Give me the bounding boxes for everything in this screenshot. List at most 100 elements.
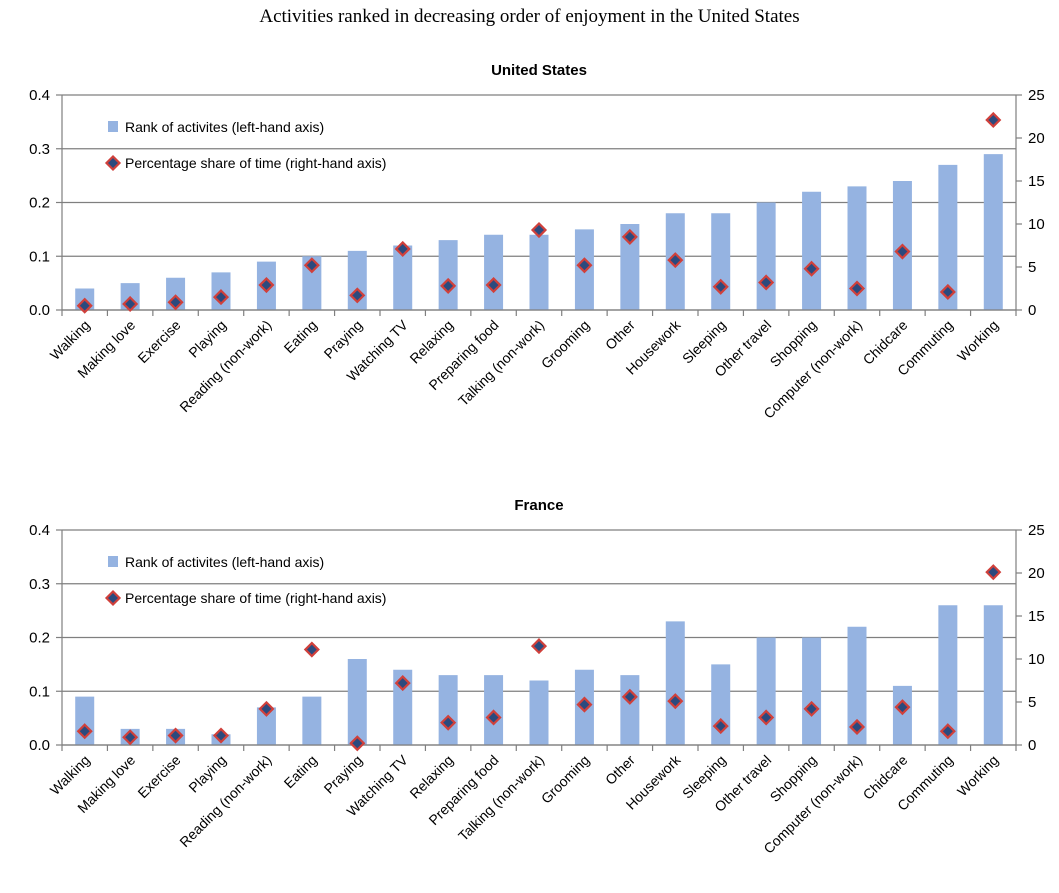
category-label: Working: [954, 752, 1001, 799]
marker-point: [440, 714, 457, 731]
bar: [484, 234, 504, 310]
marker-point: [76, 297, 93, 314]
marker-point: [212, 289, 230, 306]
chart-title: United States: [491, 62, 587, 79]
y-right-tick-label: 10: [1028, 651, 1045, 668]
marker-point: [167, 294, 184, 311]
y-left-tick-label: 0.0: [29, 737, 50, 754]
category-label: Grooming: [538, 752, 593, 807]
marker-point: [122, 295, 139, 313]
marker-point: [712, 278, 729, 295]
bar: [529, 680, 549, 745]
marker-point: [621, 228, 638, 245]
marker-point: [485, 277, 502, 294]
marker-point: [394, 240, 411, 257]
bar: [892, 685, 912, 745]
marker-point: [530, 638, 548, 655]
marker-point: [258, 700, 275, 717]
marker-point: [758, 274, 775, 291]
marker-point: [167, 727, 184, 744]
bar: [529, 234, 549, 310]
y-left-tick-label: 0.1: [29, 683, 50, 700]
marker-point: [894, 699, 911, 716]
y-right-tick-label: 15: [1028, 173, 1045, 190]
chart-title: France: [514, 497, 563, 514]
y-right-tick-label: 5: [1028, 694, 1036, 711]
marker-point: [939, 283, 956, 300]
marker-point: [848, 280, 866, 297]
marker-point: [667, 693, 684, 710]
category-label: Praying: [321, 752, 366, 797]
y-left-tick-label: 0.1: [29, 248, 50, 265]
marker-point: [712, 718, 729, 735]
y-right-tick-label: 25: [1028, 87, 1045, 104]
category-label: Playing: [185, 317, 229, 361]
marker-point: [667, 252, 684, 269]
category-label: Exercise: [134, 317, 183, 366]
bar: [347, 659, 367, 745]
y-left-tick-label: 0.3: [29, 576, 50, 593]
marker-point: [485, 709, 502, 726]
y-left-tick-label: 0.2: [29, 195, 50, 212]
marker-point: [758, 709, 775, 726]
page-title: Activities ranked in decreasing order of…: [259, 6, 800, 27]
legend-bar-swatch: [108, 556, 118, 567]
y-right-tick-label: 20: [1028, 130, 1045, 147]
marker-point: [803, 700, 820, 717]
category-label: Walking: [47, 752, 93, 798]
legend-marker-swatch: [104, 154, 122, 172]
y-right-tick-label: 15: [1028, 608, 1045, 625]
y-right-tick-label: 5: [1028, 259, 1036, 276]
bar: [302, 696, 322, 745]
chart-france: France0.00.10.20.30.40510152025WalkingMa…: [29, 497, 1045, 857]
marker-point: [303, 257, 320, 274]
bar: [711, 213, 731, 310]
category-label: Exercise: [134, 752, 183, 801]
bar: [756, 202, 776, 310]
marker-point: [76, 723, 93, 740]
bar: [438, 675, 458, 745]
marker-point: [212, 727, 230, 744]
y-right-tick-label: 0: [1028, 737, 1036, 754]
y-left-tick-label: 0.4: [29, 522, 50, 539]
y-left-tick-label: 0.2: [29, 630, 50, 647]
legend-label-share: Percentage share of time (right-hand axi…: [125, 590, 386, 606]
bar: [847, 186, 867, 310]
bar: [983, 605, 1003, 745]
bar: [983, 154, 1003, 310]
marker-point: [939, 723, 956, 740]
marker-point: [985, 111, 1002, 128]
legend-marker-swatch: [104, 589, 122, 607]
legend-label-share: Percentage share of time (right-hand axi…: [125, 155, 386, 171]
category-label: Praying: [321, 317, 366, 362]
marker-point: [621, 688, 638, 705]
bar: [393, 669, 413, 745]
bar: [438, 240, 458, 310]
chart-united-states: United States 0.0 0.1 0.2 0.3 0.4 0 5 10 15 20 25 Wa…: [29, 62, 1045, 422]
marker-point: [349, 287, 366, 304]
y-right-tick-label: 10: [1028, 216, 1045, 233]
marker-point: [803, 260, 820, 277]
bar: [302, 256, 322, 310]
y-right-tick-label: 25: [1028, 522, 1045, 539]
legend-label-rank: Rank of activites (left-hand axis): [125, 119, 324, 135]
marker-point: [576, 696, 593, 713]
marker-point: [848, 718, 866, 735]
marker-point: [985, 564, 1002, 581]
y-right-tick-label: 0: [1028, 302, 1036, 319]
legend-bar-swatch: [108, 121, 118, 132]
marker-point: [349, 735, 366, 752]
category-label: Other: [602, 317, 638, 353]
bar: [847, 626, 867, 745]
category-label: Walking: [47, 317, 93, 363]
bar: [393, 245, 413, 310]
marker-point: [530, 221, 548, 239]
category-label: Talking (non-work): [455, 317, 547, 409]
bar: [256, 707, 276, 745]
bar: [620, 224, 640, 310]
y-right-tick-label: 20: [1028, 565, 1045, 582]
bar: [938, 605, 958, 745]
bar: [620, 675, 640, 745]
marker-point: [303, 641, 320, 658]
